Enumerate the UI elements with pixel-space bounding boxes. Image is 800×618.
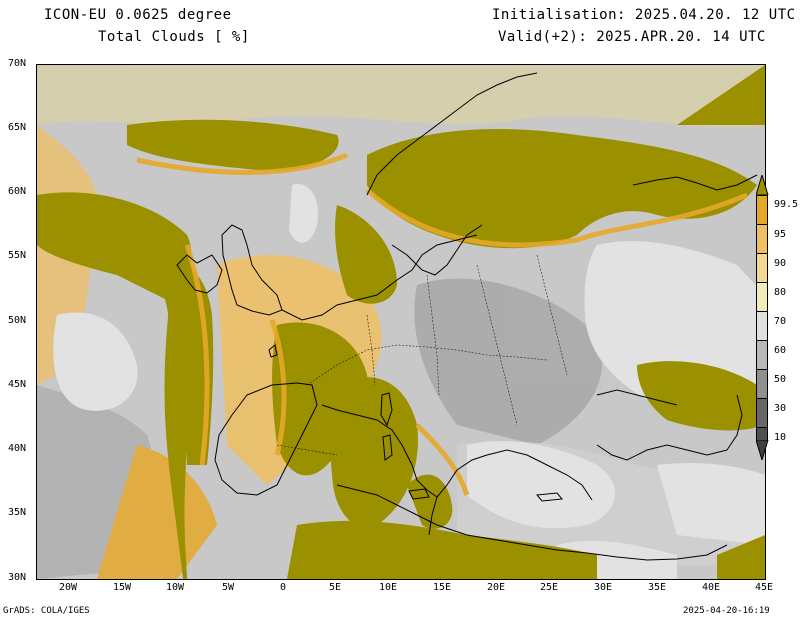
- lon-label: 10W: [166, 582, 185, 593]
- valid-time: Valid(+2): 2025.APR.20. 14 UTC: [498, 29, 766, 45]
- render-timestamp: 2025-04-20-16:19: [683, 606, 770, 616]
- legend-label: 80: [774, 287, 787, 298]
- legend-swatch: [756, 195, 768, 225]
- lon-label: 10E: [379, 582, 398, 593]
- legend-swatch: [756, 224, 768, 254]
- legend-swatch: [756, 369, 768, 399]
- lon-label: 45E: [755, 582, 774, 593]
- legend-top-triangle: [756, 175, 769, 195]
- lon-label: 30E: [594, 582, 613, 593]
- legend-swatch: [756, 282, 768, 312]
- legend-label: 50: [774, 374, 787, 385]
- lon-label: 40E: [702, 582, 721, 593]
- lon-label: 20E: [487, 582, 506, 593]
- model-title: ICON-EU 0.0625 degree: [44, 7, 232, 23]
- legend-label: 60: [774, 345, 787, 356]
- legend-label: 70: [774, 316, 787, 327]
- legend-label: 30: [774, 403, 787, 414]
- legend-swatch: [756, 253, 768, 283]
- lon-label: 35E: [648, 582, 667, 593]
- lon-label: 5E: [329, 582, 342, 593]
- lat-label: 60N: [8, 186, 27, 197]
- legend-swatch: [756, 340, 768, 370]
- legend-label: 99.5: [774, 199, 799, 210]
- lat-label: 50N: [8, 315, 27, 326]
- lat-label: 45N: [8, 379, 27, 390]
- legend-swatch: [756, 311, 768, 341]
- overcast-areas: [37, 65, 765, 579]
- legend-bottom-triangle: [756, 440, 769, 460]
- legend-label: 95: [774, 229, 787, 240]
- legend-swatch: [756, 398, 768, 428]
- cloud-fringe-bands: [136, 152, 748, 496]
- legend-swatch: [756, 427, 768, 441]
- lat-label: 40N: [8, 443, 27, 454]
- lon-label: 20W: [59, 582, 78, 593]
- country-borders: [276, 254, 568, 456]
- lon-label: 5W: [222, 582, 235, 593]
- islands: [268, 344, 563, 502]
- lat-label: 55N: [8, 250, 27, 261]
- lat-label: 30N: [8, 572, 27, 583]
- variable-title: Total Clouds [ %]: [98, 29, 250, 45]
- cloud-cover-map: [36, 64, 766, 580]
- lat-label: 35N: [8, 507, 27, 518]
- lat-label: 65N: [8, 122, 27, 133]
- legend-label: 10: [774, 432, 787, 443]
- grads-credit: GrADS: COLA/IGES: [3, 606, 90, 616]
- lon-label: 0: [280, 582, 287, 593]
- lat-label: 70N: [8, 58, 27, 69]
- lon-label: 25E: [540, 582, 559, 593]
- initialisation-time: Initialisation: 2025.04.20. 12 UTC: [492, 7, 796, 23]
- lon-label: 15W: [113, 582, 132, 593]
- lon-label: 15E: [433, 582, 452, 593]
- coastlines: [176, 72, 758, 561]
- legend-label: 90: [774, 258, 787, 269]
